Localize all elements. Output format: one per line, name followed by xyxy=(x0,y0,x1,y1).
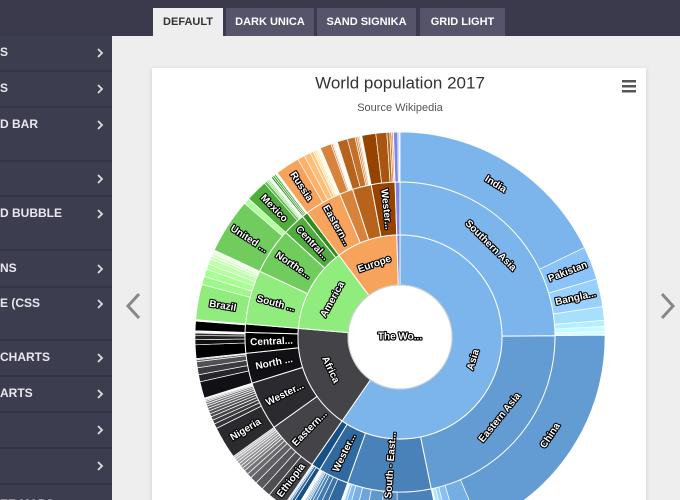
menu-label: D BUBBLE xyxy=(0,206,62,220)
menu-item[interactable]: D BAR xyxy=(0,117,104,131)
menu-line xyxy=(622,80,636,83)
menu-line xyxy=(622,90,636,93)
menu-label: EE MAPS xyxy=(0,497,54,500)
menu-item[interactable]: ARTS xyxy=(0,386,104,400)
tab[interactable]: DARK UNICA xyxy=(226,8,314,36)
sidebar-menu: S S D BAR D BUBBLE NS E (CSS CHARTS ARTS EE MAPS xyxy=(0,45,112,500)
root xyxy=(347,284,453,390)
tab-label: DEFAULT xyxy=(163,16,213,28)
menu-item[interactable]: EE MAPS xyxy=(0,497,54,500)
menu-item[interactable] xyxy=(97,425,104,435)
data-label: Central... xyxy=(250,336,293,349)
tabs: DEFAULT DARK UNICA SAND SIGNIKA GRID LIGHT xyxy=(153,8,505,36)
chevron xyxy=(97,353,104,363)
tab[interactable]: GRID LIGHT xyxy=(420,8,505,36)
menu-label: E (CSS xyxy=(0,296,40,310)
chart-title: World population 2017 xyxy=(315,73,485,92)
tab[interactable]: DEFAULT xyxy=(153,8,223,36)
menu-item[interactable]: S xyxy=(0,81,104,95)
country-arc xyxy=(398,131,401,183)
menu-label: S xyxy=(0,45,8,59)
chevron xyxy=(97,48,104,58)
menu-label: S xyxy=(0,81,8,95)
menu-label: ARTS xyxy=(0,386,33,400)
chevron xyxy=(97,425,104,435)
sidebar xyxy=(0,36,112,500)
tab[interactable]: SAND SIGNIKA xyxy=(317,8,416,36)
chevron xyxy=(97,120,104,130)
tab-label: GRID LIGHT xyxy=(431,16,495,28)
menu-item[interactable]: E (CSS xyxy=(0,296,104,310)
prev-arrow[interactable] xyxy=(125,292,141,320)
tab-bg xyxy=(317,8,416,36)
menu-label: CHARTS xyxy=(0,350,50,364)
menu-label: NS xyxy=(0,261,17,275)
root-label: The Wo... xyxy=(378,332,422,343)
menu-button[interactable] xyxy=(622,80,636,93)
menu-item[interactable] xyxy=(97,461,104,471)
menu-line xyxy=(622,85,636,88)
menu-item[interactable]: D BUBBLE xyxy=(0,206,104,220)
chevron xyxy=(97,209,104,219)
tab-label: SAND SIGNIKA xyxy=(326,16,406,28)
chevron xyxy=(97,264,104,274)
tab-bg xyxy=(153,8,223,36)
chevron xyxy=(97,174,104,184)
sunburst xyxy=(194,131,606,500)
tab-bg xyxy=(420,8,505,36)
menu-item[interactable] xyxy=(97,174,104,184)
tab-label: DARK UNICA xyxy=(235,16,305,28)
chevron xyxy=(97,461,104,471)
chevron xyxy=(97,299,104,309)
menu-item[interactable]: NS xyxy=(0,261,104,275)
chart-subtitle: Source Wikipedia xyxy=(357,102,443,114)
tab-bg xyxy=(226,8,314,36)
menu-item[interactable]: S xyxy=(0,45,104,59)
menu-item[interactable]: CHARTS xyxy=(0,350,104,364)
next-arrow[interactable] xyxy=(660,292,676,320)
chevron xyxy=(97,84,104,94)
chevron xyxy=(97,389,104,399)
menu-label: D BAR xyxy=(0,117,38,131)
